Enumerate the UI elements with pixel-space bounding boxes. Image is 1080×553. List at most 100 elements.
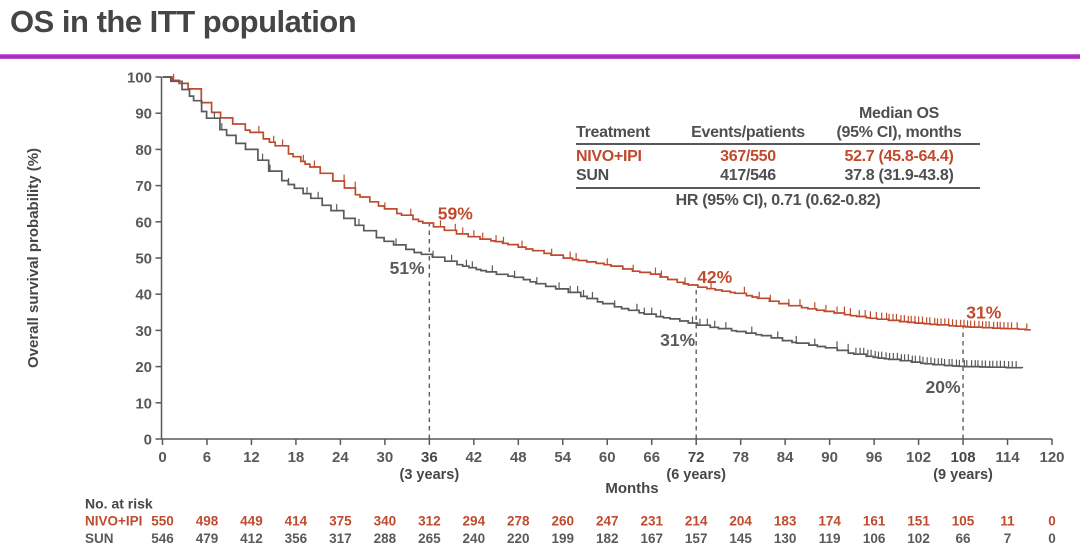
at-risk-value: 199 [552,531,575,546]
page-title: OS in the ITT population [10,4,357,39]
at-risk-value: 167 [640,531,663,546]
y-tick-label: 30 [135,323,152,340]
x-tick-label: 60 [599,449,616,466]
at-risk-value: 265 [418,531,441,546]
at-risk-value: 546 [151,531,174,546]
at-risk-value: 182 [596,531,619,546]
at-risk-value: 106 [863,531,886,546]
x-tick-label: 18 [288,449,305,466]
at-risk-value: 479 [196,531,219,546]
at-risk-value: 145 [729,531,752,546]
summary-table-header-row1: Median OS [576,104,980,123]
survival-rate-annotation: 51% [390,258,425,278]
at-risk-value: 161 [863,514,886,529]
x-tick-label: 66 [643,449,660,466]
at-risk-value: 151 [907,514,930,529]
at-risk-value: 0 [1048,531,1056,546]
y-tick-label: 70 [135,178,152,195]
survival-rate-annotations: 59% 51% 42% 31% 31% 20% [390,203,1002,397]
at-risk-value: 130 [774,531,797,546]
at-risk-value: 174 [818,514,841,529]
x-tick-year-sublabel: (3 years) [400,467,460,483]
x-tick-label: 54 [554,449,571,466]
survival-rate-annotation: 31% [966,302,1001,322]
at-risk-value: 294 [463,514,486,529]
at-risk-value: 183 [774,514,797,529]
x-tick-label: 114 [995,449,1020,466]
x-axis-title: Months [605,480,658,497]
hazard-ratio-footer: HR (95% CI), 0.71 (0.62-0.82) [675,192,881,209]
y-tick-label: 100 [127,70,152,87]
y-tick-label: 50 [135,251,152,268]
number-at-risk-table: No. at risk NIVO+IPI 550 498 449 414 375 340 312… [85,496,1056,547]
summary-table: Median OS Treatment Events/patients (95%… [576,104,980,210]
axis-labels: 0 10 20 30 40 50 60 70 80 90 100 0 6 12 18 24 30 36 42 48 54… [25,70,1065,498]
x-tick-label: 0 [158,449,166,466]
at-risk-value: 0 [1048,514,1056,529]
at-risk-value: 449 [240,514,263,529]
at-risk-value: 220 [507,531,530,546]
survival-rate-annotation: 59% [438,203,473,223]
survival-rate-annotation: 31% [660,330,695,350]
at-risk-value: 7 [1004,531,1012,546]
at-risk-value: 356 [285,531,308,546]
at-risk-value: 11 [1000,514,1015,529]
at-risk-value: 204 [729,514,752,529]
x-tick-year-sublabel: (6 years) [666,467,726,483]
at-risk-value: 102 [907,531,930,546]
at-risk-value: 260 [552,514,575,529]
y-tick-label: 10 [135,395,152,412]
at-risk-value: 119 [819,531,841,546]
at-risk-value: 317 [329,531,352,546]
x-tick-label: 6 [203,449,211,466]
at-risk-value: 312 [418,514,441,529]
y-axis-title: Overall survival probability (%) [25,148,42,368]
sun-label: SUN [576,167,609,184]
at-risk-value: 375 [329,514,352,529]
at-risk-row-label: SUN [85,531,114,546]
at-risk-value: 66 [956,531,972,546]
km-curve-nivo-ipi [162,76,1031,331]
y-tick-label: 90 [135,106,152,123]
y-tick-label: 0 [144,432,152,449]
nivo-ipi-events: 367/550 [720,148,776,165]
at-risk-value: 214 [685,514,708,529]
at-risk-value: 550 [151,514,174,529]
survival-rate-annotation: 42% [697,267,732,287]
x-tick-label: 108 [951,449,976,466]
sun-events: 417/546 [720,167,776,184]
at-risk-value: 340 [374,514,397,529]
events-patients-header: Events/patients [691,124,805,141]
at-risk-value: 231 [640,514,663,529]
no-at-risk-label: No. at risk [85,496,153,512]
survival-rate-annotation: 20% [926,377,961,397]
y-tick-label: 40 [135,287,152,304]
x-tick-label: 102 [906,449,931,466]
y-tick-label: 20 [135,359,152,376]
y-tick-label: 80 [135,142,152,159]
km-curve-sun [162,76,1024,369]
x-tick-label: 72 [688,449,705,466]
x-tick-label: 78 [732,449,749,466]
summary-table-header-row2: Treatment Events/patients (95% CI), mont… [576,123,980,145]
x-tick-label: 42 [465,449,482,466]
sun-median-os: 37.8 (31.9-43.8) [844,167,954,184]
table-row-nivo-ipi: NIVO+IPI 367/550 52.7 (45.8-64.4) [576,145,980,166]
x-tick-year-sublabel: (9 years) [933,467,993,483]
at-risk-value: 247 [596,514,619,529]
at-risk-row-label: NIVO+IPI [85,514,142,529]
at-risk-value: 240 [463,531,486,546]
x-tick-label: 36 [421,449,438,466]
at-risk-value: 412 [240,531,263,546]
nivo-ipi-median-os: 52.7 (45.8-64.4) [844,148,954,165]
at-risk-value: 414 [285,514,308,529]
median-os-header: Median OS [859,105,939,122]
survival-curves [162,76,1031,369]
x-tick-label: 96 [866,449,883,466]
censor-tick-marks [173,73,1028,368]
x-tick-label: 24 [332,449,349,466]
axes [155,76,1053,445]
nivo-ipi-label: NIVO+IPI [576,148,642,165]
